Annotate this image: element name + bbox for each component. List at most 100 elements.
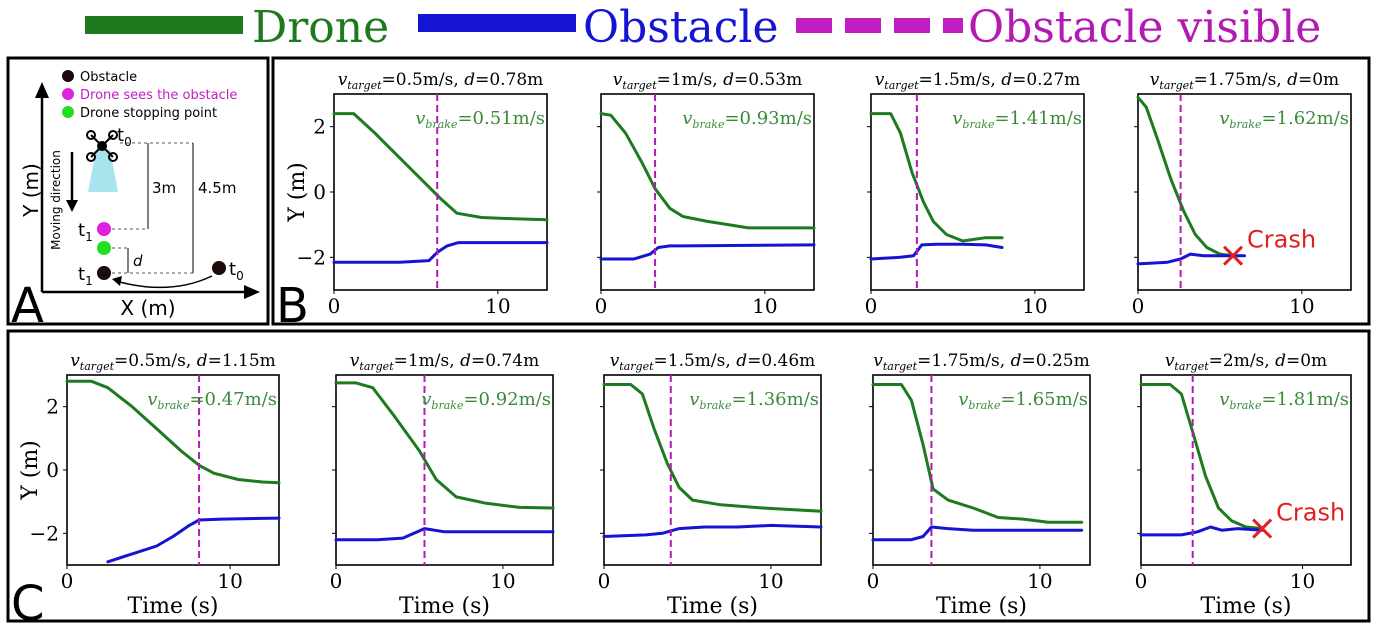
legend-drone-swatch — [85, 16, 243, 34]
chart-title: vtarget=1.75m/s, d=0.25m — [873, 351, 1089, 373]
vbrake-annotation: vbrake=0.47m/s — [147, 389, 277, 412]
chart-b-3: vtarget=1.75m/s, d=0m 0 10 vbrake=1.62m/s Cr… — [1132, 70, 1352, 318]
chart-title: vtarget=1m/s, d=0.53m — [613, 70, 802, 92]
x-tick-label: 10 — [1027, 569, 1052, 593]
diagram-legend-obstacle: Obstacle — [80, 70, 137, 85]
x-tick-label: 10 — [485, 294, 510, 318]
obstacle-t1-label: t1 — [78, 264, 93, 288]
chart-title: vtarget=0.5m/s, d=1.15m — [70, 351, 276, 373]
obstacle-series-line — [1136, 252, 1246, 266]
panel-a-frame — [6, 56, 270, 326]
x-tick-label: 0 — [328, 294, 341, 318]
panel-a-letter: A — [11, 278, 44, 334]
legend-visible-label: Obstacle visible — [968, 2, 1321, 53]
drone-series-line — [332, 112, 549, 222]
chart-b-1: vtarget=1m/s, d=0.53m 0 10 vbrake=0.93m/s — [595, 70, 816, 318]
x-axis-label: Time (s) — [1200, 594, 1291, 619]
chart-title: vtarget=1.5m/s, d=0.46m — [610, 351, 816, 373]
vbrake-annotation: vbrake=1.62m/s — [1219, 108, 1349, 131]
charts-layer: vtarget=0.5m/s, d=0.78m 2 0 −2 0 10 Y (m) vbrak… — [18, 70, 1352, 619]
sees-t1-label: t1 — [78, 220, 93, 244]
chart-title: vtarget=2m/s, d=0m — [1165, 351, 1327, 373]
y-axis-label: Y (m) — [18, 440, 43, 501]
vbrake-annotation: vbrake=1.65m/s — [958, 389, 1088, 412]
x-tick-label: 10 — [1290, 569, 1315, 593]
x-tick-label: 10 — [1022, 294, 1047, 318]
x-tick-label: 0 — [595, 294, 608, 318]
moving-direction-label: Moving direction — [49, 150, 63, 250]
crash-label: Crash — [1276, 499, 1345, 527]
dist-3m-label: 3m — [152, 179, 176, 197]
panel-c-letter: C — [11, 576, 45, 625]
chart-title: vtarget=1.75m/s, d=0m — [1150, 70, 1339, 92]
x-axis-arrowhead — [244, 285, 260, 299]
y-tick-label: 0 — [313, 180, 326, 204]
panel-b-letter: B — [276, 278, 309, 334]
obstacle-series-line — [871, 525, 1084, 542]
legend-visible-swatch — [796, 18, 963, 33]
x-tick-label: 0 — [1132, 294, 1145, 318]
vbrake-annotation: vbrake=0.51m/s — [415, 108, 545, 131]
vbrake-annotation: vbrake=1.36m/s — [689, 389, 819, 412]
drone-t0-label: t0 — [117, 125, 132, 149]
legend-obstacle-label: Obstacle — [583, 2, 779, 53]
legend-sees-dot — [62, 88, 74, 100]
vbrake-annotation: vbrake=1.41m/s — [952, 108, 1082, 131]
y-tick-label: −2 — [297, 245, 326, 269]
x-tick-label: 10 — [752, 294, 777, 318]
obstacle-end-point — [97, 266, 111, 280]
x-axis-label: Time (s) — [667, 594, 758, 619]
x-tick-label: 10 — [490, 569, 515, 593]
crash-marker — [1252, 518, 1273, 539]
panel-b-frame — [271, 56, 1371, 326]
sees-point — [97, 222, 111, 236]
legend-obstacle-dot — [62, 70, 74, 82]
drone-series-line — [602, 383, 823, 513]
obstacle-series-line — [106, 516, 281, 564]
legend-stop-dot — [62, 106, 74, 118]
x-tick-label: 10 — [1289, 294, 1314, 318]
y-tick-label: −2 — [30, 521, 59, 545]
stop-point — [97, 241, 111, 255]
obstacle-series-line — [869, 242, 1004, 261]
chart-title: vtarget=0.5m/s, d=0.78m — [338, 70, 544, 92]
diagram-legend-sees: Drone sees the obstacle — [80, 88, 237, 103]
drone-series-line — [869, 112, 1004, 243]
x-tick-label: 0 — [598, 569, 611, 593]
drone-series-line — [334, 381, 555, 510]
obstacle-t0-label: t0 — [229, 259, 244, 283]
dist-45m-label: 4.5m — [198, 179, 236, 197]
obstacle-motion-arc — [115, 275, 213, 289]
obstacle-series-line — [334, 527, 555, 542]
obstacle-series-line — [599, 243, 816, 261]
obstacle-series-line — [602, 523, 823, 538]
obstacle-motion-arrowhead — [112, 276, 122, 286]
chart-b-0: vtarget=0.5m/s, d=0.78m 2 0 −2 0 10 Y (m) vbrak… — [285, 70, 549, 318]
chart-b-2: vtarget=1.5m/s, d=0.27m 0 10 vbrake=1.41m/s — [865, 70, 1085, 318]
y-axis-label: Y (m) — [285, 162, 310, 223]
drone-series-line — [871, 383, 1084, 524]
x-axis-label: Time (s) — [936, 594, 1027, 619]
moving-direction-arrowhead — [66, 200, 78, 212]
drone-series-line — [1136, 95, 1235, 258]
diagram-legend-stop: Drone stopping point — [80, 106, 217, 121]
legend-obstacle-swatch — [418, 14, 576, 32]
x-tick-label: 0 — [865, 294, 878, 318]
diagram-x-label: X (m) — [120, 296, 175, 320]
y-tick-label: 2 — [313, 115, 326, 139]
crash-marker — [1222, 245, 1244, 266]
obstacle-start-point — [212, 261, 226, 275]
chart-title: vtarget=1.5m/s, d=0.27m — [875, 70, 1081, 92]
x-tick-label: 0 — [330, 569, 343, 593]
drone-icon — [86, 130, 118, 162]
legend-drone-label: Drone — [252, 2, 389, 53]
panel-c-frame — [6, 329, 1371, 623]
chart-title: vtarget=1m/s, d=0.74m — [350, 351, 539, 373]
vbrake-annotation: vbrake=0.92m/s — [421, 389, 551, 412]
drone-series-line — [65, 379, 281, 485]
obstacle-series-line — [1139, 525, 1264, 537]
